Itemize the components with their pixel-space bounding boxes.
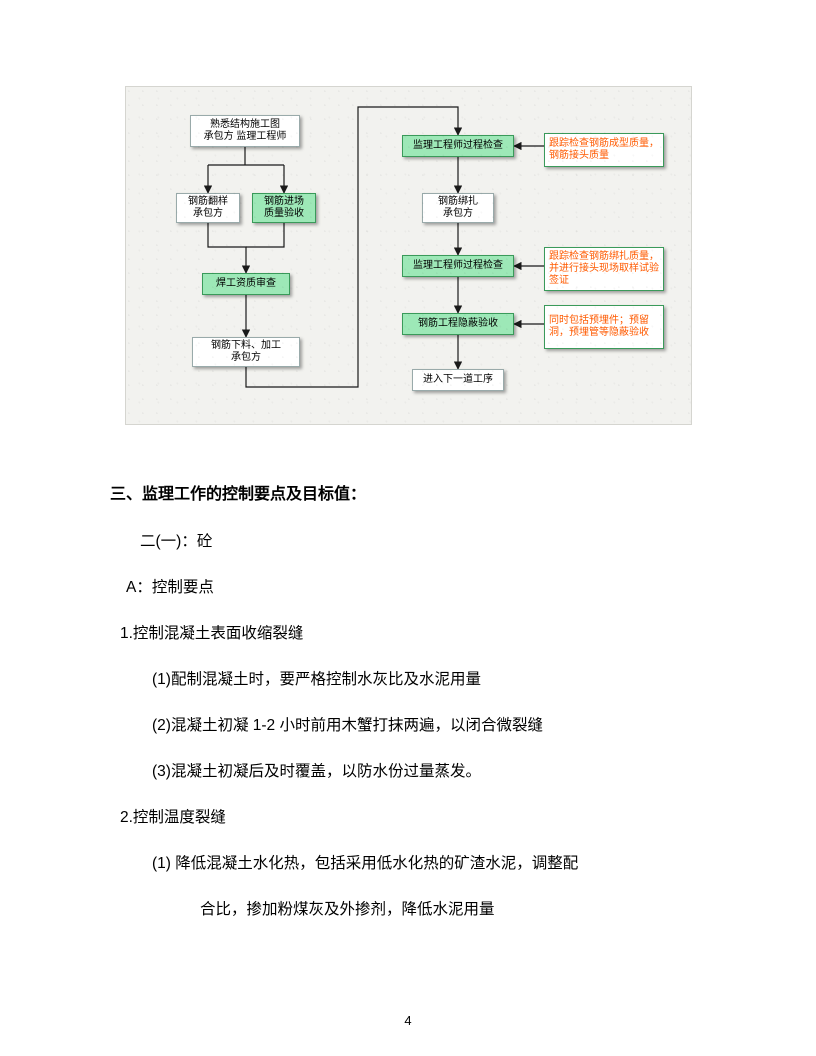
section-heading: 三、监理工作的控制要点及目标值： <box>110 480 706 504</box>
text-l9: 合比，掺加粉煤灰及外掺剂，降低水泥用量 <box>200 898 796 921</box>
flow-node-n3: 钢筋进场质量验收 <box>252 193 316 223</box>
text-l4: (1)配制混凝土时，要严格控制水灰比及水泥用量 <box>152 668 748 691</box>
text-l7: 2.控制温度裂缝 <box>120 806 716 829</box>
flow-node-n7: 钢筋绑扎承包方 <box>422 193 494 223</box>
flow-note-a1: 跟踪检查钢筋成型质量，钢筋接头质量 <box>544 133 664 167</box>
text-l3: 1.控制混凝土表面收缩裂缝 <box>120 622 716 645</box>
document-page: 熟悉结构施工图承包方 监理工程师 钢筋翻样承包方 钢筋进场质量验收 焊工资质审查… <box>0 0 816 1056</box>
text-l2: A：控制要点 <box>126 576 722 599</box>
text-l5: (2)混凝土初凝 1-2 小时前用木蟹打抹两遍，以闭合微裂缝 <box>152 714 748 737</box>
flow-node-n4: 焊工资质审查 <box>202 273 290 295</box>
page-number: 4 <box>0 1013 816 1028</box>
flow-note-a2: 跟踪检查钢筋绑扎质量，并进行接头现场取样试验签证 <box>544 247 664 291</box>
flowchart-panel: 熟悉结构施工图承包方 监理工程师 钢筋翻样承包方 钢筋进场质量验收 焊工资质审查… <box>125 86 692 425</box>
flow-node-n8: 监理工程师过程检查 <box>402 255 514 277</box>
flow-node-n5: 钢筋下料、加工承包方 <box>192 337 300 367</box>
flow-note-a3: 同时包括预埋件；预留洞，预埋管等隐蔽验收 <box>544 305 664 349</box>
flow-node-n6: 监理工程师过程检查 <box>402 135 514 157</box>
text-l1: 二(一)：砼 <box>140 530 736 553</box>
flow-node-n2: 钢筋翻样承包方 <box>176 193 240 223</box>
text-l8: (1) 降低混凝土水化热，包括采用低水化热的矿渣水泥，调整配 <box>152 852 748 875</box>
flow-node-n1: 熟悉结构施工图承包方 监理工程师 <box>190 115 300 147</box>
flow-node-n10: 进入下一道工序 <box>412 369 504 391</box>
text-l6: (3)混凝土初凝后及时覆盖，以防水份过量蒸发。 <box>152 760 748 783</box>
flow-node-n9: 钢筋工程隐蔽验收 <box>402 313 514 335</box>
